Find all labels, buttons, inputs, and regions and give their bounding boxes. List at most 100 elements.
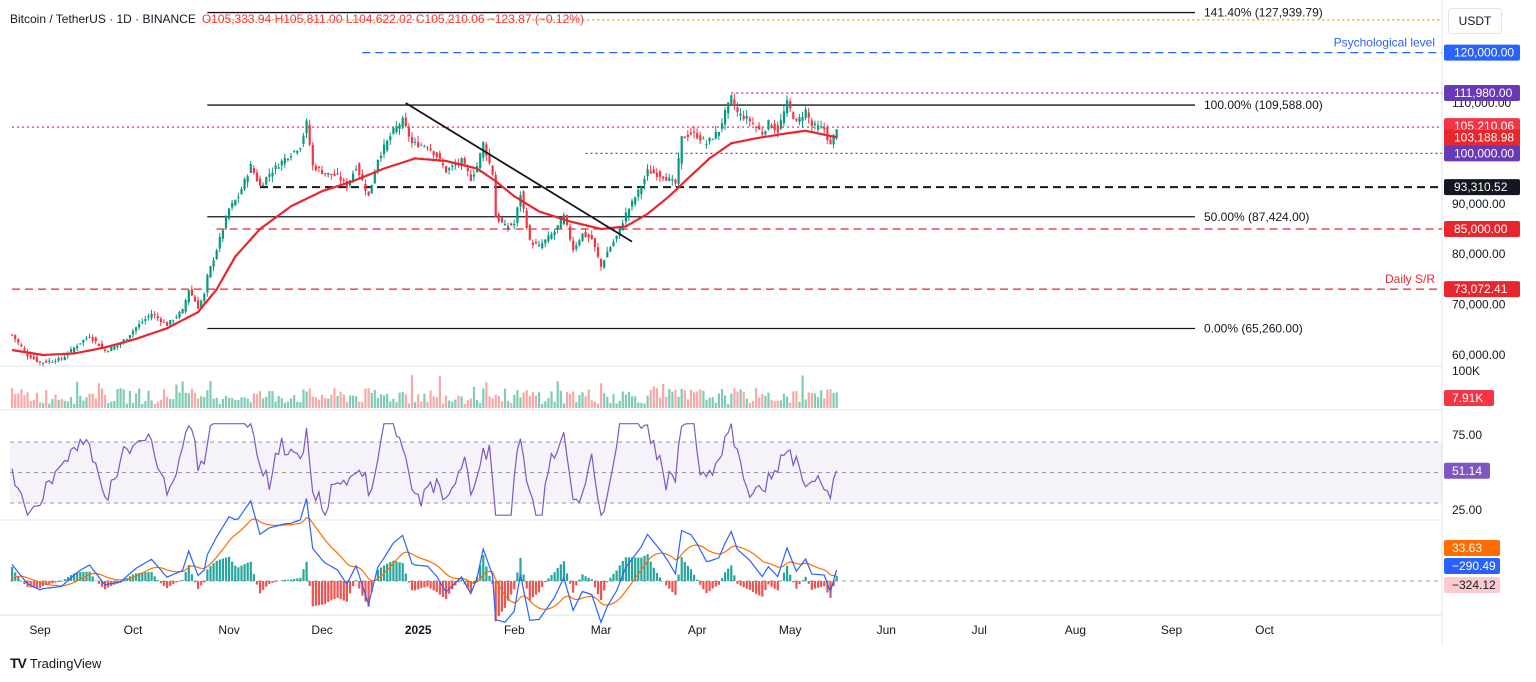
macd-hist-bar xyxy=(457,581,460,583)
price-badge-7 xyxy=(1444,281,1520,298)
candle-body xyxy=(798,117,801,123)
macd-hist-bar xyxy=(392,560,395,581)
candle-body xyxy=(308,124,311,145)
candle-body xyxy=(516,207,519,223)
volume-bar xyxy=(277,396,280,408)
macd-hist-bar xyxy=(469,581,472,593)
volume-bar xyxy=(407,403,410,408)
price-badge-label-6: 85,000.00 xyxy=(1454,222,1508,236)
time-axis-label: Aug xyxy=(1065,623,1086,637)
volume-bar xyxy=(705,399,708,408)
volume-bar xyxy=(327,398,330,408)
volume-bar xyxy=(348,395,352,408)
volume-bar xyxy=(342,394,345,408)
macd-line xyxy=(11,498,838,625)
candle-body xyxy=(138,323,141,328)
candle-body xyxy=(680,136,683,164)
ema-line xyxy=(11,129,837,357)
candle-body xyxy=(507,226,510,229)
tradingview-brand[interactable]: TV TradingView xyxy=(10,655,101,671)
macd-hist-bar xyxy=(327,581,330,602)
macd-hist-bar xyxy=(423,581,426,588)
macd-hist-bar xyxy=(782,572,786,581)
macd-hist-bar xyxy=(479,565,482,581)
macd-hist-bar xyxy=(562,561,565,581)
volume-bar xyxy=(265,396,268,408)
volume-bar xyxy=(190,388,193,408)
volume-bar xyxy=(634,396,637,408)
macd-hist-bar xyxy=(708,581,711,592)
volume-bar xyxy=(782,393,786,408)
volume-bar xyxy=(184,393,187,408)
macd-hist-bar xyxy=(395,561,398,581)
volume-bar xyxy=(38,402,42,408)
volume-bar xyxy=(26,392,29,408)
macd-hist-bar xyxy=(364,581,367,602)
volume-bar xyxy=(823,398,826,408)
candle-body xyxy=(35,357,38,362)
rsi-tick-label: 75.00 xyxy=(1452,428,1482,442)
candle-body xyxy=(398,124,401,129)
candle-body xyxy=(429,148,432,151)
level-label-4: 100.00% (109,588.00) xyxy=(1204,98,1323,112)
volume-bar xyxy=(813,393,817,408)
candle-body xyxy=(547,235,550,242)
macd-hist-bar xyxy=(826,581,829,593)
volume-bar xyxy=(448,400,451,408)
volume-bar xyxy=(569,393,572,408)
macd-hist-bar xyxy=(94,580,97,581)
macd-hist-bar xyxy=(432,581,435,591)
macd-hist-bar xyxy=(407,581,410,583)
macd-hist-bar xyxy=(97,581,100,584)
macd-hist-bar xyxy=(572,581,575,593)
volume-bar xyxy=(773,401,776,408)
candle-body xyxy=(271,172,274,177)
symbol-title[interactable]: Bitcoin / TetherUS · 1D · BINANCE xyxy=(10,12,196,26)
macd-hist-bar xyxy=(352,581,355,587)
level-label-11: 0.00% (65,260.00) xyxy=(1204,321,1303,335)
volume-bar xyxy=(621,391,624,408)
candle-body xyxy=(404,117,407,127)
volume-bar xyxy=(795,390,798,408)
candle-body xyxy=(503,224,507,226)
macd-hist-bar xyxy=(789,574,792,581)
macd-hist-bar xyxy=(237,567,240,581)
candle-body xyxy=(336,173,339,175)
volume-bar xyxy=(432,396,435,408)
candle-body xyxy=(646,168,649,177)
candle-body xyxy=(658,171,662,177)
candle-body xyxy=(438,153,441,159)
candle-body xyxy=(324,172,327,175)
volume-bar xyxy=(596,403,600,408)
volume-bar xyxy=(187,393,190,408)
candle-body xyxy=(727,102,730,114)
volume-bar xyxy=(290,398,293,408)
volume-bar xyxy=(215,397,218,408)
volume-bar xyxy=(637,402,640,408)
macd-hist-bar xyxy=(209,566,212,581)
candle-body xyxy=(178,312,181,318)
volume-bar xyxy=(321,394,324,408)
volume-bar xyxy=(166,396,169,408)
candle-body xyxy=(82,339,85,343)
macd-hist-bar xyxy=(144,572,147,581)
candle-body xyxy=(330,173,333,176)
candle-body xyxy=(596,247,600,257)
candle-body xyxy=(181,309,184,314)
candle-body xyxy=(832,134,835,145)
currency-button[interactable]: USDT xyxy=(1448,8,1502,34)
candle-body xyxy=(209,266,212,278)
volume-bar xyxy=(181,381,184,408)
price-tick-label: 70,000.00 xyxy=(1452,298,1506,312)
macd-hist-bar xyxy=(807,581,810,584)
candle-body xyxy=(113,346,116,350)
candle-body xyxy=(826,127,829,141)
macd-hist-bar xyxy=(153,576,156,581)
macd-hist-bar xyxy=(445,581,448,600)
candle-body xyxy=(432,151,435,156)
macd-hist-bar xyxy=(618,565,621,581)
volume-bar xyxy=(296,401,299,408)
volume-bar xyxy=(286,401,290,408)
macd-hist-bar xyxy=(231,561,234,581)
